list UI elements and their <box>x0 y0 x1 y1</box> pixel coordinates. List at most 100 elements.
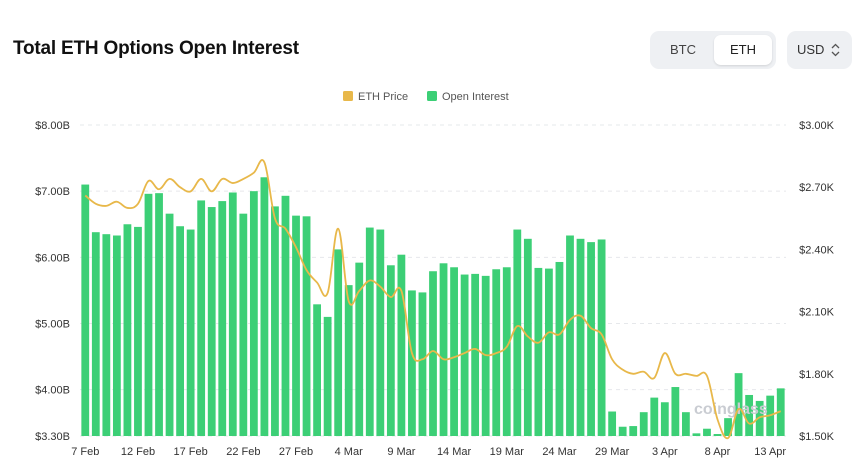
oi-bar <box>513 229 522 436</box>
oi-bar <box>365 227 374 436</box>
oi-bar <box>681 412 690 436</box>
oi-bar <box>576 238 585 436</box>
oi-bar <box>144 193 153 436</box>
x-axis-tick: 3 Apr <box>652 446 678 458</box>
oi-bar <box>439 263 448 436</box>
oi-bar <box>555 261 564 436</box>
oi-bar <box>112 235 121 436</box>
eth-tab[interactable]: ETH <box>714 35 772 65</box>
x-axis-tick: 29 Mar <box>595 446 630 458</box>
legend-swatch <box>427 91 437 101</box>
legend-label: ETH Price <box>358 91 408 103</box>
left-axis-tick: $7.00B <box>35 186 70 198</box>
oi-bar <box>745 394 754 436</box>
oi-bar <box>386 265 395 436</box>
oi-bar <box>207 207 216 436</box>
currency-select[interactable]: USD <box>787 31 852 69</box>
right-axis-tick: $1.80K <box>799 369 835 381</box>
oi-bar <box>165 213 174 436</box>
oi-bar <box>408 290 416 436</box>
oi-bar <box>334 249 343 436</box>
eth-price-line <box>84 159 782 440</box>
oi-bar <box>724 418 732 436</box>
oi-bar <box>755 400 764 436</box>
oi-bar <box>292 215 300 436</box>
oi-bar <box>123 224 132 436</box>
page-title: Total ETH Options Open Interest <box>13 38 299 59</box>
oi-bar <box>629 426 638 436</box>
x-axis-tick: 8 Apr <box>705 446 731 458</box>
oi-bar <box>692 433 701 436</box>
oi-bar <box>155 193 163 436</box>
oi-bar <box>450 267 458 436</box>
right-axis-tick: $1.50K <box>799 431 835 443</box>
oi-bar <box>323 316 332 436</box>
legend-swatch <box>343 91 353 101</box>
oi-bar <box>228 192 237 436</box>
x-axis-tick: 9 Mar <box>387 446 415 458</box>
chevron-updown-icon <box>831 31 840 69</box>
oi-bar <box>91 232 100 436</box>
asset-toggle: BTC ETH <box>650 31 776 69</box>
oi-bar <box>134 226 142 436</box>
oi-bar <box>502 267 511 436</box>
oi-bar <box>239 213 248 436</box>
oi-bar <box>776 388 785 436</box>
oi-bar <box>376 229 385 436</box>
oi-bar <box>566 235 574 436</box>
legend-label: Open Interest <box>442 91 509 103</box>
oi-bar <box>713 434 722 436</box>
oi-bar <box>418 292 427 436</box>
left-axis-tick: $4.00B <box>35 385 70 397</box>
right-axis-tick: $2.10K <box>799 307 835 319</box>
btc-tab[interactable]: BTC <box>670 42 696 57</box>
x-axis-tick: 12 Feb <box>121 446 155 458</box>
oi-bar <box>344 285 353 436</box>
x-axis-tick: 19 Mar <box>490 446 525 458</box>
oi-bar <box>534 267 543 436</box>
oi-bar <box>313 304 321 436</box>
x-axis-tick: 4 Mar <box>335 446 363 458</box>
left-axis-tick: $3.30B <box>35 431 70 443</box>
oi-bar <box>281 195 290 436</box>
oi-bar <box>249 191 258 436</box>
oi-bar <box>597 239 606 436</box>
currency-label: USD <box>797 42 825 57</box>
right-axis-tick: $2.40K <box>799 244 835 256</box>
oi-bar <box>545 268 553 436</box>
x-axis-tick: 14 Mar <box>437 446 472 458</box>
oi-bar <box>197 200 206 436</box>
oi-bar <box>102 234 111 436</box>
right-axis-tick: $2.70K <box>799 182 835 194</box>
oi-bar <box>176 226 185 436</box>
oi-bar <box>608 411 617 436</box>
left-axis-tick: $5.00B <box>35 319 70 331</box>
oi-bar <box>618 426 627 436</box>
oi-bar <box>260 177 269 436</box>
watermark: coinglass <box>694 401 768 418</box>
oi-bar <box>355 262 364 436</box>
x-axis-tick: 24 Mar <box>542 446 577 458</box>
oi-bar <box>186 229 195 436</box>
oi-bar <box>650 397 659 436</box>
oi-bar <box>397 254 406 436</box>
oi-bar <box>271 206 279 436</box>
x-axis-tick: 17 Feb <box>174 446 208 458</box>
legend: ETH Price Open Interest <box>343 91 509 103</box>
oi-bar <box>218 201 227 436</box>
oi-bar <box>302 216 311 436</box>
oi-bars <box>81 177 785 436</box>
x-axis-tick: 13 Apr <box>754 446 786 458</box>
oi-bar <box>81 184 90 436</box>
oi-bar <box>660 402 669 436</box>
left-axis-tick: $8.00B <box>35 120 70 132</box>
oi-bar <box>460 274 469 436</box>
oi-bar <box>429 271 437 436</box>
left-axis-tick: $6.00B <box>35 252 70 264</box>
x-axis-tick: 22 Feb <box>226 446 260 458</box>
oi-bar <box>471 273 480 436</box>
oi-bar <box>671 387 680 436</box>
oi-bar <box>703 428 711 436</box>
right-axis-tick: $3.00K <box>799 120 835 132</box>
